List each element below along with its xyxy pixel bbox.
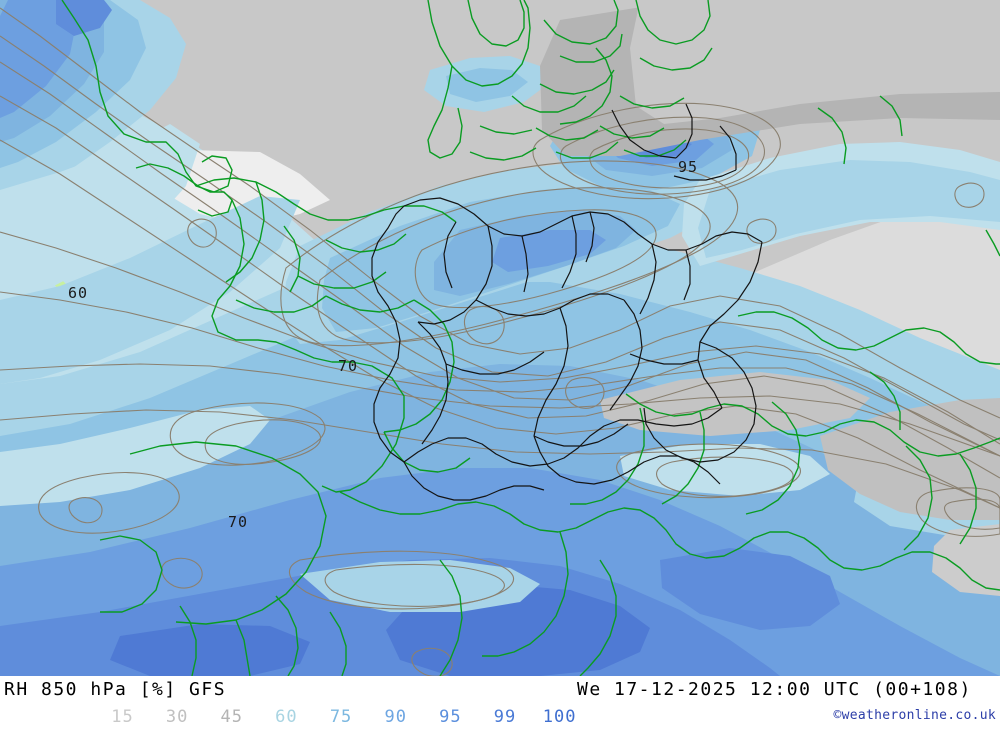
- scale-tick-99: 99: [493, 707, 517, 727]
- scale-tick-75: 75: [329, 707, 353, 727]
- scale-tick-15: 15: [111, 707, 134, 727]
- fill-lobe-pale-3: [620, 444, 830, 496]
- scale-tick-100: 100: [542, 707, 577, 727]
- fill-blue-nw-5: [56, 0, 112, 36]
- contour-lines: [0, 7, 1000, 676]
- scale-tick-60: 60: [275, 707, 298, 727]
- map-canvas: [0, 0, 1000, 676]
- color-scale-legend: 15 30 45 60 75 90 95 99 100: [100, 706, 582, 728]
- fill-darkest-blue-2: [110, 624, 310, 676]
- fill-gray-se: [820, 398, 1000, 520]
- fill-lobe-pale-2: [300, 560, 540, 612]
- contour-label-70-b: 70: [228, 513, 249, 531]
- scale-tick-90: 90: [384, 707, 407, 727]
- parameter-title: RH 850 hPa [%] GFS: [4, 679, 227, 700]
- contour-label-60: 60: [68, 284, 89, 302]
- fill-gray-ne-corner-2: [630, 0, 1000, 124]
- fill-gray-se3: [600, 372, 870, 436]
- fill-lobe-pale-1: [0, 406, 270, 506]
- fill-germany-band-deeper: [492, 230, 606, 272]
- map-footer: RH 850 hPa [%] GFS We 17-12-2025 12:00 U…: [0, 676, 1000, 733]
- copyright-label: ©weatheronline.co.uk: [833, 708, 996, 723]
- weather-map[interactable]: 60 70 95 70: [0, 0, 1000, 676]
- fill-lightblue-right: [698, 160, 1000, 258]
- fill-gray-se2: [932, 524, 1000, 596]
- fill-darkest-blue-3: [660, 548, 840, 630]
- forecast-datetime: We 17-12-2025 12:00 UTC (00+108): [577, 679, 972, 700]
- country-borders-green: [61, 0, 1000, 676]
- fill-paleblue-west: [0, 124, 200, 302]
- scale-tick-45: 45: [220, 707, 244, 727]
- internal-borders-black: [371, 103, 763, 501]
- contour-label-95: 95: [678, 158, 699, 176]
- fill-lightblue-west: [0, 196, 300, 384]
- fill-blue-nw-4: [0, 0, 76, 118]
- scale-tick-30: 30: [165, 707, 189, 727]
- contour-label-70-a: 70: [338, 357, 359, 375]
- scale-tick-95: 95: [439, 707, 462, 727]
